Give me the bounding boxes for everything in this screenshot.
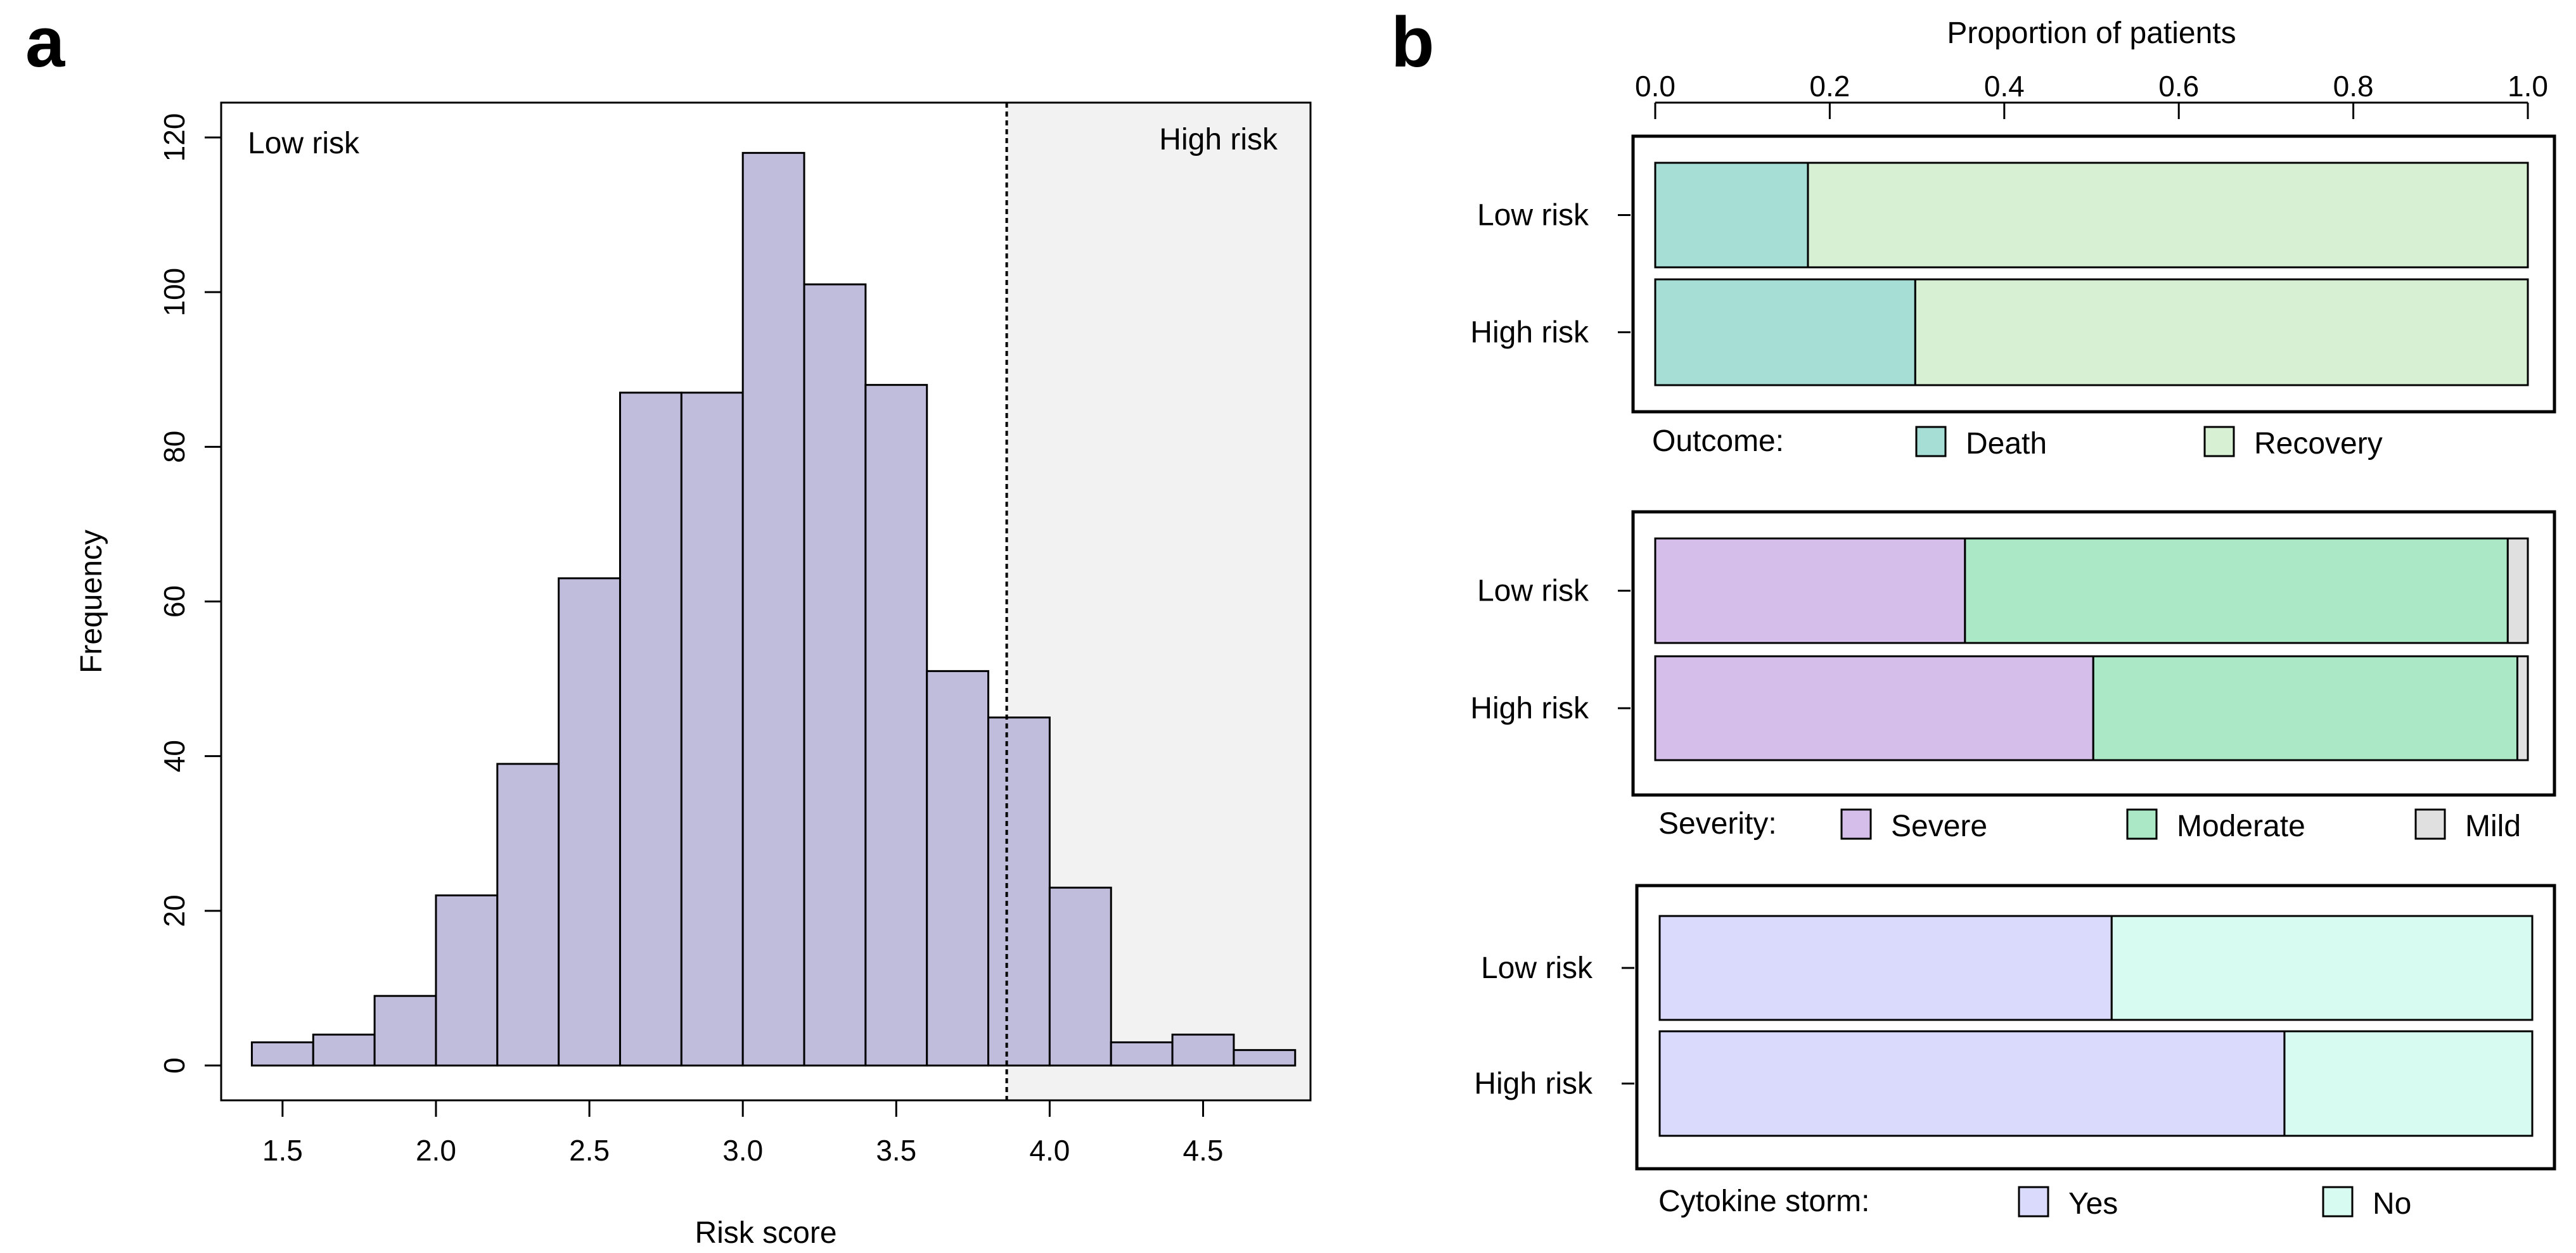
stacked-bar-segment xyxy=(1654,537,1966,644)
legend-label: Death xyxy=(1966,427,2047,461)
stacked-bar-panel: Proportion of patients 0.0 0.2 0.4 0.6 0.8 1.… xyxy=(1470,16,2556,1221)
histogram-bar xyxy=(1048,886,1112,1067)
group-frame xyxy=(1631,510,2556,797)
legend-swatch xyxy=(2414,808,2446,840)
proportion-axis-title: Proportion of patients xyxy=(1947,16,2236,50)
y-tick-label: 0 xyxy=(158,1057,191,1074)
histogram-bar xyxy=(1171,1033,1235,1067)
legend-label: No xyxy=(2373,1187,2411,1221)
legend-label: Yes xyxy=(2068,1187,2118,1221)
histogram-y-axis-title: Frequency xyxy=(75,530,108,673)
legend-swatch xyxy=(1915,426,1947,457)
histogram-bar xyxy=(680,391,744,1067)
stacked-bar-segment xyxy=(1964,537,2509,644)
panel-label-a: a xyxy=(25,3,65,82)
y-tick-label: 100 xyxy=(158,268,191,317)
x-tick-label: 4.5 xyxy=(1183,1134,1224,1167)
legend-label: Severe xyxy=(1891,810,1987,843)
stacked-group-3: Low risk High risk Cytokine storm: Yes No xyxy=(1474,884,2556,1221)
proportion-axis: 0.0 0.2 0.4 0.6 0.8 1.0 xyxy=(1635,70,2548,119)
stacked-bar-segment xyxy=(1914,278,2529,386)
stacked-bar-segment xyxy=(1807,162,2529,269)
low-risk-region-label: Low risk xyxy=(248,127,360,160)
proportion-tick-label: 0.4 xyxy=(1984,70,2025,103)
category-label: Low risk xyxy=(1477,575,1589,608)
histogram-x-axis-title: Risk score xyxy=(695,1216,836,1250)
histogram-bar xyxy=(618,391,682,1067)
stacked-group-1: Low risk High risk Outcome: Death Recovery xyxy=(1470,134,2556,461)
legend-title: Severity: xyxy=(1658,807,1777,841)
group-frame xyxy=(1635,884,2556,1171)
category-label: High risk xyxy=(1474,1067,1593,1101)
histogram-bar xyxy=(741,151,805,1067)
x-tick-label: 4.0 xyxy=(1029,1134,1070,1167)
stacked-bar-segment xyxy=(2283,1030,2534,1137)
stacked-bar-segment xyxy=(2516,655,2529,761)
x-tick-label: 3.0 xyxy=(722,1134,763,1167)
y-tick-label: 40 xyxy=(158,740,191,772)
legend-swatch xyxy=(1840,808,1872,840)
histogram-bar xyxy=(926,670,990,1067)
legend-label: Moderate xyxy=(2177,810,2305,843)
y-tick-label: 80 xyxy=(158,431,191,463)
proportion-tick-label: 0.6 xyxy=(2158,70,2199,103)
stacked-group-2: Low risk High risk Severity: Severe Moderate… xyxy=(1470,510,2556,843)
histogram-bar xyxy=(435,894,499,1067)
y-tick-label: 120 xyxy=(158,113,191,162)
stacked-bar-segment xyxy=(1658,1030,2286,1137)
y-tick-label: 60 xyxy=(158,585,191,618)
histogram-bars xyxy=(250,151,1297,1067)
legend-swatch xyxy=(2203,426,2235,457)
histogram-bar xyxy=(987,716,1051,1067)
panel-label-b: b xyxy=(1391,3,1434,82)
high-risk-region-label: High risk xyxy=(1159,123,1278,156)
proportion-tick-label: 1.0 xyxy=(2508,70,2548,103)
stacked-bar-segment xyxy=(2110,915,2534,1021)
proportion-tick-label: 0.8 xyxy=(2333,70,2374,103)
proportion-tick-label: 0.0 xyxy=(1635,70,1676,103)
legend-swatch xyxy=(2018,1186,2049,1218)
histogram-bar xyxy=(1233,1049,1297,1067)
legend-swatch xyxy=(2126,808,2158,840)
legend-label: Recovery xyxy=(2254,427,2383,461)
x-tick-label: 2.5 xyxy=(569,1134,610,1167)
stacked-bar-segment xyxy=(1654,655,2094,761)
category-label: High risk xyxy=(1470,316,1589,350)
category-label: High risk xyxy=(1470,692,1589,725)
stacked-bar-segment xyxy=(1654,278,1916,386)
x-tick-label: 1.5 xyxy=(262,1134,303,1167)
x-tick-label: 3.5 xyxy=(876,1134,916,1167)
y-tick-label: 20 xyxy=(158,894,191,927)
legend-title: Cytokine storm: xyxy=(1658,1185,1869,1218)
group-frame xyxy=(1631,134,2556,414)
category-label: Low risk xyxy=(1477,199,1589,232)
histogram-bar xyxy=(803,283,867,1067)
histogram-x-axis: 1.5 2.0 2.5 3.0 3.5 4.0 4.5 xyxy=(262,1100,1224,1167)
x-tick-label: 2.0 xyxy=(416,1134,456,1167)
legend-swatch xyxy=(2322,1186,2354,1218)
histogram-bar xyxy=(496,763,560,1067)
legend-title: Outcome: xyxy=(1652,424,1784,458)
stacked-bar-segment xyxy=(2506,537,2529,644)
histogram-panel: 1.5 2.0 2.5 3.0 3.5 4.0 4.5 0 20 40 60 80 100 120 Lo… xyxy=(75,101,1312,1250)
histogram-bar xyxy=(1110,1041,1174,1067)
histogram-bar xyxy=(373,995,437,1067)
category-label: Low risk xyxy=(1481,951,1593,985)
histogram-bar xyxy=(250,1041,314,1067)
stacked-bar-segment xyxy=(1658,915,2113,1021)
legend-label: Mild xyxy=(2465,810,2521,843)
stacked-bar-segment xyxy=(2092,655,2518,761)
stacked-bar-segment xyxy=(1654,162,1809,269)
proportion-tick-label: 0.2 xyxy=(1809,70,1850,103)
histogram-bar xyxy=(312,1033,376,1067)
histogram-bar xyxy=(864,384,928,1067)
histogram-bar xyxy=(558,577,621,1067)
histogram-y-axis: 0 20 40 60 80 100 120 xyxy=(158,113,221,1074)
